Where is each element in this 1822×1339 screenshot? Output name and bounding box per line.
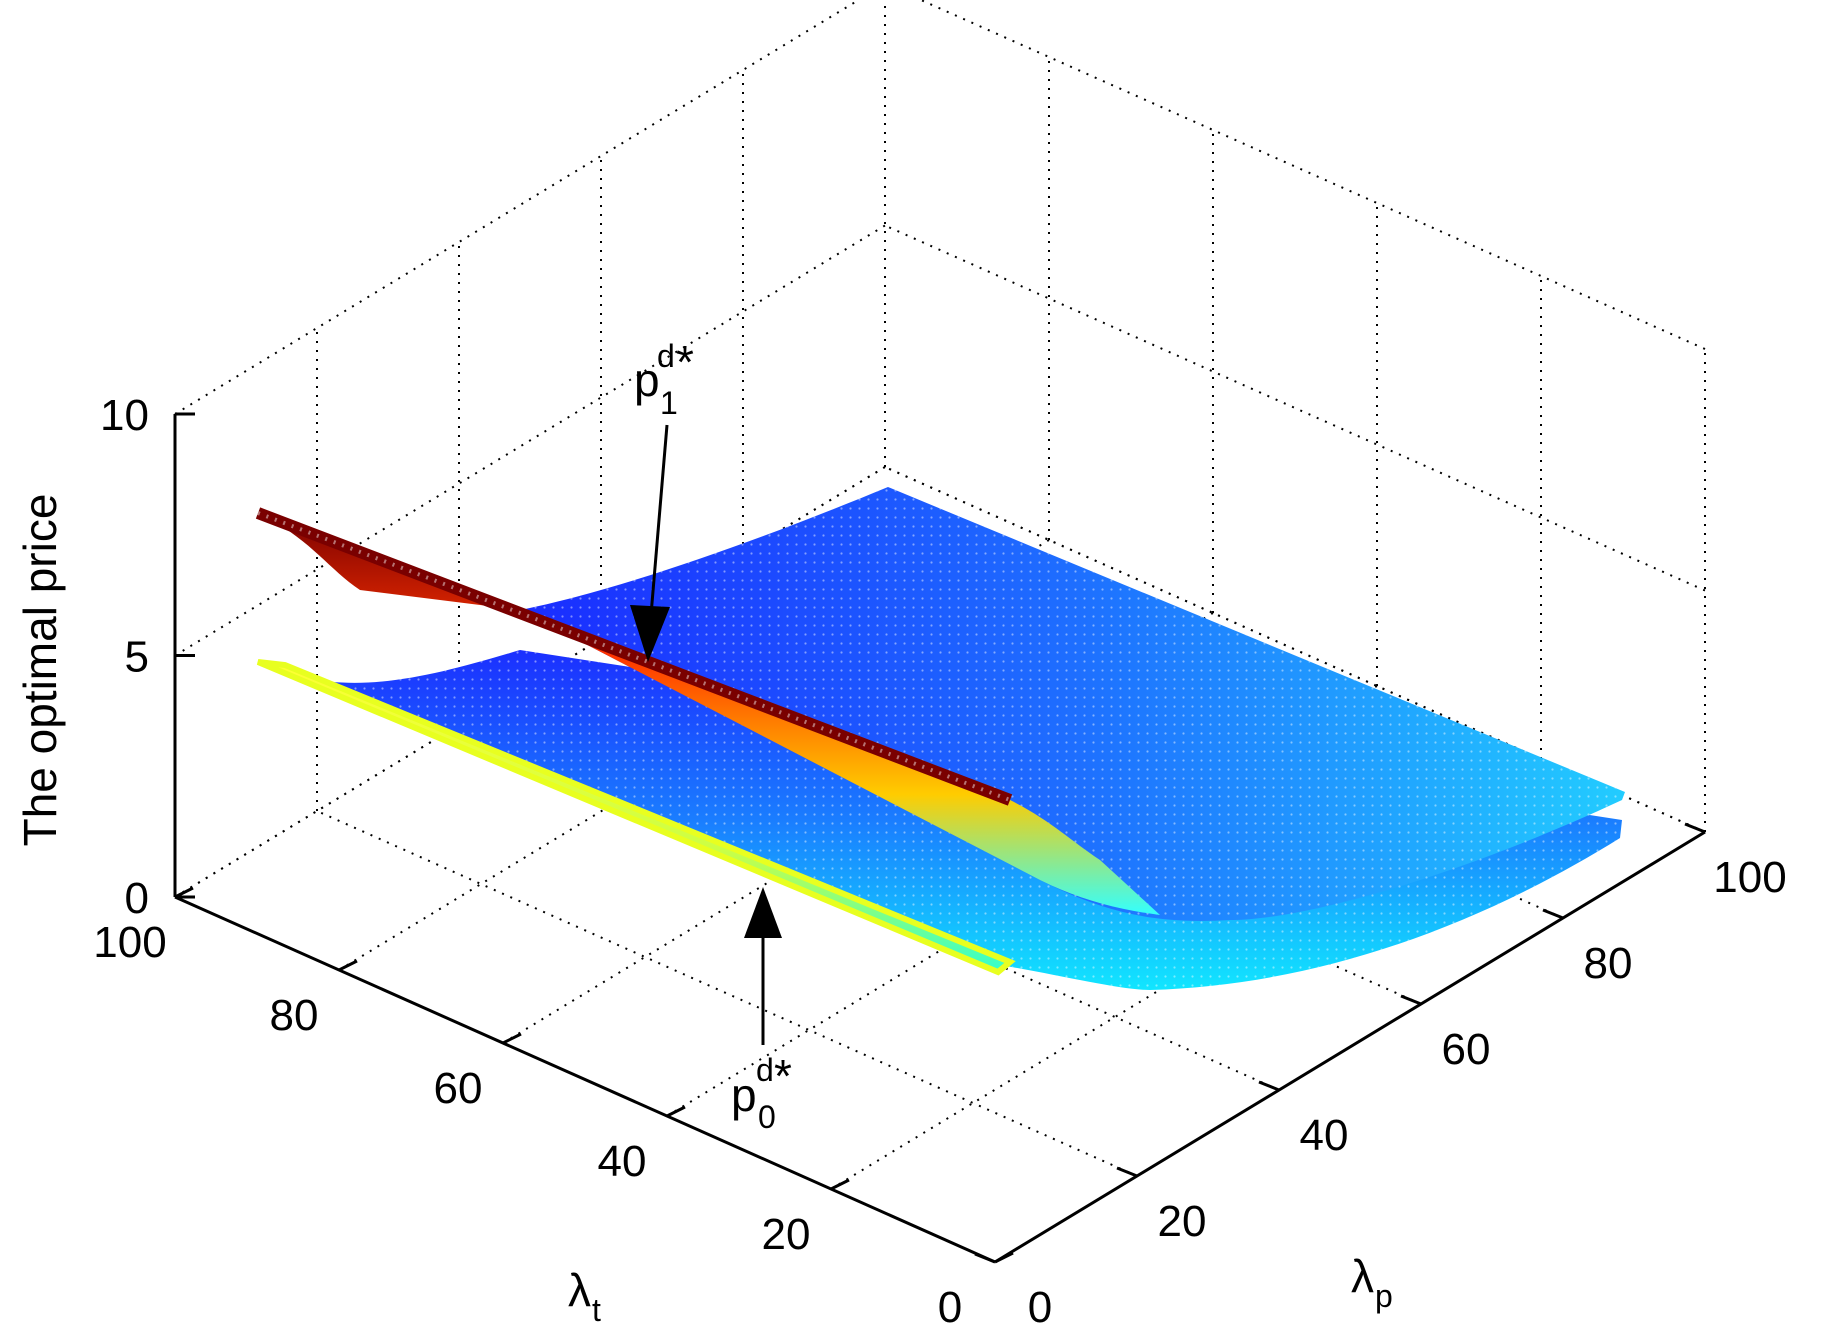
z-tick-label: 0 <box>125 874 149 923</box>
grid-line-wall-z <box>918 0 1706 350</box>
y-tick-label: 60 <box>1442 1025 1491 1074</box>
y-tick-label: 20 <box>1158 1197 1207 1246</box>
p0-label-main: p <box>731 1069 757 1121</box>
z-tick-label: 10 <box>100 391 149 440</box>
x-axis-line <box>174 895 996 1264</box>
p0-label-sub: 0 <box>758 1099 776 1135</box>
x-tick <box>502 1032 522 1045</box>
y-tick-label: 80 <box>1584 939 1633 988</box>
grid-line-wall-z <box>174 224 886 657</box>
grid-line-wall-z <box>884 224 1706 592</box>
y-tick <box>974 1252 996 1264</box>
y-tick <box>1400 994 1422 1006</box>
x-tick <box>994 1251 1014 1264</box>
z-tick-label: 5 <box>125 633 149 682</box>
z-axis-label: The optimal price <box>14 494 66 847</box>
p0-label-star: * <box>774 1050 792 1102</box>
y-tick-label: 100 <box>1713 853 1786 902</box>
y-tick <box>1116 1166 1138 1178</box>
y-axis-line <box>994 830 1706 1264</box>
grid-line-wall-z <box>174 0 861 415</box>
x-tick <box>338 959 358 972</box>
x-axis-label-sub: t <box>592 1292 601 1328</box>
p1-label-star: * <box>676 336 694 388</box>
y-axis-label-sub: p <box>1375 1278 1393 1314</box>
upper-surface-crest <box>255 507 1013 806</box>
p1-arrow-shaft <box>649 424 669 616</box>
lower-surface-ridge <box>256 659 1016 976</box>
p1-label-sup: d <box>657 338 675 374</box>
x-tick-label: 20 <box>762 1210 811 1259</box>
x-tick <box>666 1105 686 1118</box>
x-axis-label: λ <box>568 1264 591 1316</box>
upper-surface-flank-mesh <box>520 487 1625 921</box>
x-tick-label: 60 <box>434 1064 483 1113</box>
y-tick <box>1542 908 1564 920</box>
annotations: p 1 d * p 0 d * <box>630 336 792 1135</box>
y-axis-label: λ <box>1351 1250 1374 1302</box>
y-tick <box>1258 1080 1280 1092</box>
grid-line-wall-z <box>884 466 1706 833</box>
x-tick-label: 80 <box>270 991 319 1040</box>
y-tick-label: 0 <box>1028 1283 1052 1332</box>
x-tick-label: 100 <box>93 918 166 967</box>
x-tick <box>830 1178 850 1191</box>
p0-arrowhead <box>744 887 782 938</box>
p1-label-sub: 1 <box>660 385 678 421</box>
grid-line-floor-p <box>316 810 1138 1177</box>
y-tick-label: 40 <box>1300 1111 1349 1160</box>
p1-arrowhead <box>630 605 670 662</box>
y-tick <box>1684 822 1706 834</box>
p0-label-sup: d <box>756 1052 774 1088</box>
p1-label-main: p <box>634 354 660 406</box>
surfaces <box>255 487 1625 990</box>
x-tick-label: 40 <box>598 1137 647 1186</box>
x-tick-label: 0 <box>938 1283 962 1332</box>
axis-labels: The optimal price λ t λ p <box>14 494 1393 1328</box>
upper-surface-ridge <box>258 513 1160 915</box>
